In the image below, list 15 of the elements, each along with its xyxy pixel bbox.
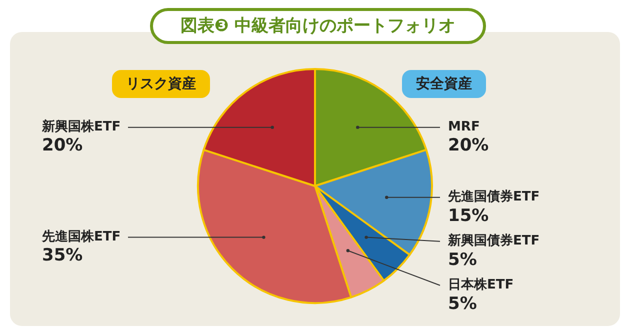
data-label: 35% bbox=[42, 246, 83, 266]
slice-label: 先進国債券ETF bbox=[447, 190, 540, 205]
slice-label: MRF bbox=[448, 120, 480, 135]
slice-label: 先進国株ETF bbox=[41, 230, 121, 245]
slice-label: 新興国債券ETF bbox=[447, 232, 540, 249]
slice-label: 日本株ETF bbox=[448, 278, 514, 293]
data-label: 15% bbox=[448, 206, 489, 226]
text: 安全資産 bbox=[402, 70, 486, 98]
chart-title: 図表❸ 中級者向けのポートフォリオ bbox=[150, 8, 486, 44]
text: リスク資産 bbox=[112, 70, 210, 98]
data-label: 20% bbox=[448, 136, 489, 156]
slice-label: 新興国株ETF bbox=[41, 118, 121, 135]
data-label: 5% bbox=[448, 250, 477, 270]
data-label: 20% bbox=[42, 136, 83, 156]
data-label: 5% bbox=[448, 294, 477, 314]
